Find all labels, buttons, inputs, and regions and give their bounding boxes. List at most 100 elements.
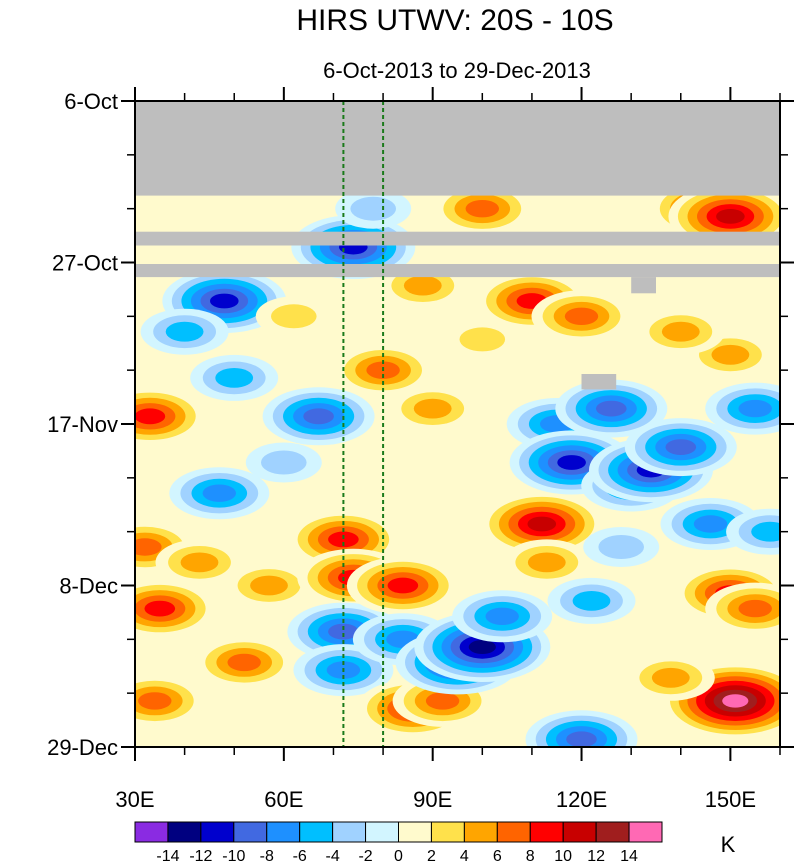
- anomaly-cell: [169, 467, 270, 520]
- colorbar-label: 6: [493, 848, 502, 863]
- colorbar-swatch: [628, 821, 663, 843]
- colorbar: -14 -12 -10 -8 -6 -4 -2 0 2 4 6 8 10 12 14: [134, 821, 663, 863]
- colorbar-label: 2: [427, 848, 436, 863]
- anomaly-contour: [387, 577, 419, 594]
- y-tick-label: 29-Dec: [47, 735, 118, 760]
- colorbar-label: 4: [460, 848, 469, 863]
- anomaly-contour: [350, 196, 397, 221]
- colorbar-swatch: [562, 821, 597, 843]
- anomaly-cell: [346, 556, 459, 615]
- plot-area: [135, 101, 780, 747]
- colorbar-swatch: [430, 821, 465, 843]
- anomaly-cell: [135, 674, 205, 727]
- anomaly-cell: [636, 308, 725, 355]
- anomaly-contour: [598, 535, 644, 559]
- anomaly-cell: [194, 636, 295, 689]
- anomaly-cell: [547, 577, 636, 624]
- missing-data-region: [135, 231, 780, 246]
- colorbar-swatch: [365, 821, 399, 843]
- anomaly-contour: [711, 344, 750, 365]
- anomaly-contour: [227, 653, 261, 672]
- anomaly-contour: [527, 552, 566, 573]
- colorbar-label: 0: [394, 848, 403, 863]
- anomaly-contour: [165, 321, 204, 342]
- anomaly-cell: [140, 308, 229, 355]
- colorbar-unit: K: [721, 832, 736, 857]
- anomaly-cell: [432, 182, 533, 235]
- anomaly-cell: [583, 527, 660, 567]
- anomaly-cell: [452, 590, 553, 643]
- x-tick-label: 120E: [556, 787, 607, 812]
- colorbar-swatch: [134, 821, 169, 843]
- anomaly-cell: [624, 418, 737, 477]
- colorbar-swatch: [167, 821, 202, 843]
- anomaly-contour: [468, 640, 496, 654]
- anomaly-contour: [693, 515, 728, 533]
- anomaly-cell: [135, 579, 216, 638]
- x-tick-label: 30E: [115, 787, 154, 812]
- anomaly-cell: [444, 319, 521, 360]
- anomaly-contour: [180, 552, 219, 573]
- anomaly-contour: [328, 623, 359, 640]
- colorbar-label: -12: [189, 848, 212, 863]
- x-tick-label: 60E: [264, 787, 303, 812]
- anomaly-contour: [215, 368, 254, 388]
- missing-data-region: [135, 101, 780, 196]
- missing-data-region: [631, 277, 656, 294]
- colorbar-swatch: [266, 821, 301, 843]
- anomaly-contour: [722, 694, 749, 708]
- colorbar-swatch: [463, 821, 498, 843]
- chart-title: HIRS UTWV: 20S - 10S: [296, 4, 613, 37]
- anomaly-contour: [557, 455, 586, 470]
- colorbar-label: -14: [156, 848, 179, 863]
- anomaly-contour: [328, 531, 359, 548]
- anomaly-cell: [555, 379, 668, 438]
- anomaly-contour: [413, 398, 452, 419]
- anomaly-cell: [262, 387, 375, 446]
- anomaly-contour: [261, 450, 307, 475]
- anomaly-contour: [250, 575, 288, 596]
- anomaly-contour: [403, 275, 442, 296]
- anomaly-contour: [665, 439, 697, 455]
- colorbar-swatch: [200, 821, 235, 843]
- colorbar-label: 10: [554, 848, 572, 863]
- y-tick-label: 27-Oct: [52, 251, 118, 276]
- missing-data-region: [581, 374, 617, 390]
- anomaly-cell: [388, 385, 477, 432]
- anomaly-contour: [210, 293, 239, 309]
- anomaly-contour: [527, 516, 557, 532]
- anomaly-contour: [425, 692, 460, 710]
- y-tick-label: 6-Oct: [64, 89, 118, 114]
- x-tick-label: 150E: [705, 787, 756, 812]
- missing-data-layer: [135, 101, 780, 390]
- colorbar-swatch: [398, 821, 432, 843]
- anomaly-contour: [135, 408, 166, 425]
- anomaly-cell: [135, 387, 206, 446]
- anomaly-contour: [271, 304, 317, 329]
- anomaly-cell: [245, 442, 322, 483]
- anomaly-contour: [566, 731, 597, 747]
- anomaly-cell: [726, 508, 780, 555]
- colorbar-label: -8: [260, 848, 274, 863]
- anomaly-cell: [525, 710, 638, 747]
- colorbar-label: 8: [526, 848, 535, 863]
- anomaly-contour: [138, 692, 172, 710]
- anomaly-contour: [465, 200, 499, 218]
- anomaly-contour: [485, 607, 519, 625]
- colorbar-swatch: [332, 821, 367, 843]
- colorbar-label: 14: [620, 848, 638, 863]
- x-tick-label: 90E: [413, 787, 452, 812]
- colorbar-swatch: [529, 821, 564, 843]
- anomaly-contour: [572, 591, 611, 611]
- anomaly-contour: [661, 321, 700, 342]
- anomaly-cell: [502, 539, 591, 586]
- anomaly-contour: [738, 399, 772, 418]
- axes: 6-Oct 27-Oct 17-Nov 8-Dec 29-Dec 30E 60E 90E 120…: [47, 87, 794, 812]
- anomaly-cell: [162, 269, 287, 333]
- anomaly-contour: [202, 484, 236, 502]
- anomaly-contour: [738, 599, 772, 618]
- y-tick-label: 8-Dec: [59, 574, 118, 599]
- anomaly-cell: [479, 492, 604, 556]
- anomaly-contour: [303, 408, 334, 425]
